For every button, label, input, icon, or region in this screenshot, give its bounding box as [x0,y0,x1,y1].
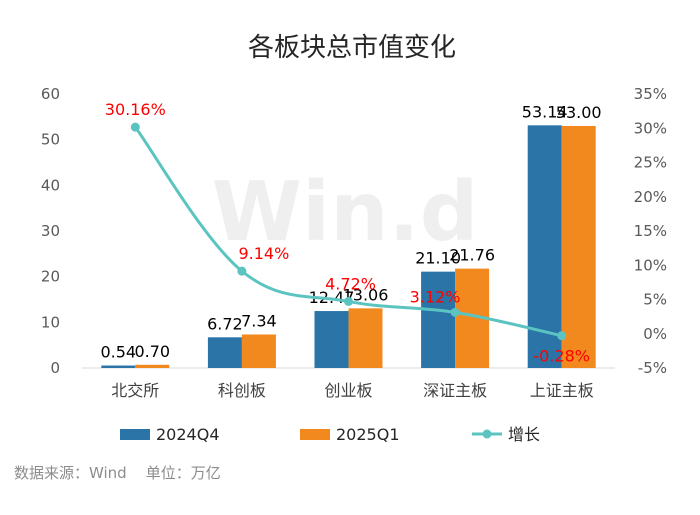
bar-2024Q4 [207,337,242,368]
left-axis: 0 10 20 30 40 50 60 [41,85,60,377]
left-tick-label: 60 [41,85,60,103]
category-label: 上证主板 [530,381,594,400]
bar-2025Q1 [348,308,383,368]
bar-value-label: 53.00 [556,103,602,122]
bar-2024Q4 [421,271,456,368]
right-tick-label: 5% [643,291,667,309]
left-tick-label: 10 [41,313,60,331]
growth-point [237,266,247,276]
category-label: 科创板 [218,381,266,400]
legend-marker-growth [482,429,492,439]
left-tick-label: 50 [41,131,60,149]
left-tick-label: 20 [41,268,60,286]
growth-point [130,122,140,132]
bar-value-label: 21.10 [415,249,461,268]
right-tick-label: -5% [638,359,667,377]
bar-value-label: 6.72 [207,314,243,333]
bar-2025Q1 [135,364,170,368]
legend: 2024Q4 2025Q1 增长 [120,425,540,444]
legend-label-growth: 增长 [508,425,540,444]
bar-value-label: 0.70 [134,342,170,361]
bar-2025Q1 [241,334,276,368]
right-tick-label: 0% [643,325,667,343]
growth-value-label: 3.12% [410,287,461,306]
growth-value-label: 4.72% [325,274,376,293]
growth-value-label: 30.16% [105,100,166,119]
growth-value-label: -0.28% [533,347,590,366]
category-label: 创业板 [324,381,372,400]
bar-2024Q4 [314,311,349,368]
watermark: Win.d [212,165,479,260]
bar-2025Q1 [561,125,596,368]
category-labels: 北交所 科创板 创业板 深证主板 上证主板 [111,381,593,400]
bars-layer: 0.546.7212.4721.1053.140.707.3413.0621.7… [100,102,602,368]
category-label: 北交所 [111,381,159,400]
left-tick-label: 40 [41,176,60,194]
legend-swatch-2025q1 [300,429,330,440]
growth-value-label: 9.14% [238,244,289,263]
bar-2024Q4 [101,365,136,368]
legend-label-2025q1: 2025Q1 [336,425,400,444]
growth-point [557,331,567,341]
right-tick-label: 10% [634,256,667,274]
right-tick-label: 25% [634,154,667,172]
growth-point [450,307,460,317]
legend-label-2024q4: 2024Q4 [156,425,220,444]
chart-title: 各板块总市值变化 [248,33,456,63]
growth-line [134,126,563,338]
growth-point [344,296,353,306]
legend-swatch-2024q4 [120,429,150,440]
left-tick-label: 0 [50,359,60,377]
right-axis: -5% 0% 5% 10% 15% 20% 25% 30% 35% [634,85,667,377]
right-tick-label: 30% [634,119,667,137]
right-tick-label: 20% [634,188,667,206]
bar-value-label: 53.14 [522,102,568,121]
category-label: 深证主板 [423,381,487,400]
bar-value-label: 7.34 [241,311,277,330]
source-note: 数据来源：Wind 单位：万亿 [14,464,221,482]
right-tick-label: 15% [634,222,667,240]
bar-value-label: 21.76 [449,246,495,265]
bar-value-label: 0.54 [100,343,136,362]
bar-value-label: 13.06 [343,285,389,304]
right-tick-label: 35% [634,85,667,103]
left-tick-label: 30 [41,222,60,240]
growth-line-layer: 30.16% 9.14% 4.72% 3.12% -0.28% [105,100,590,366]
